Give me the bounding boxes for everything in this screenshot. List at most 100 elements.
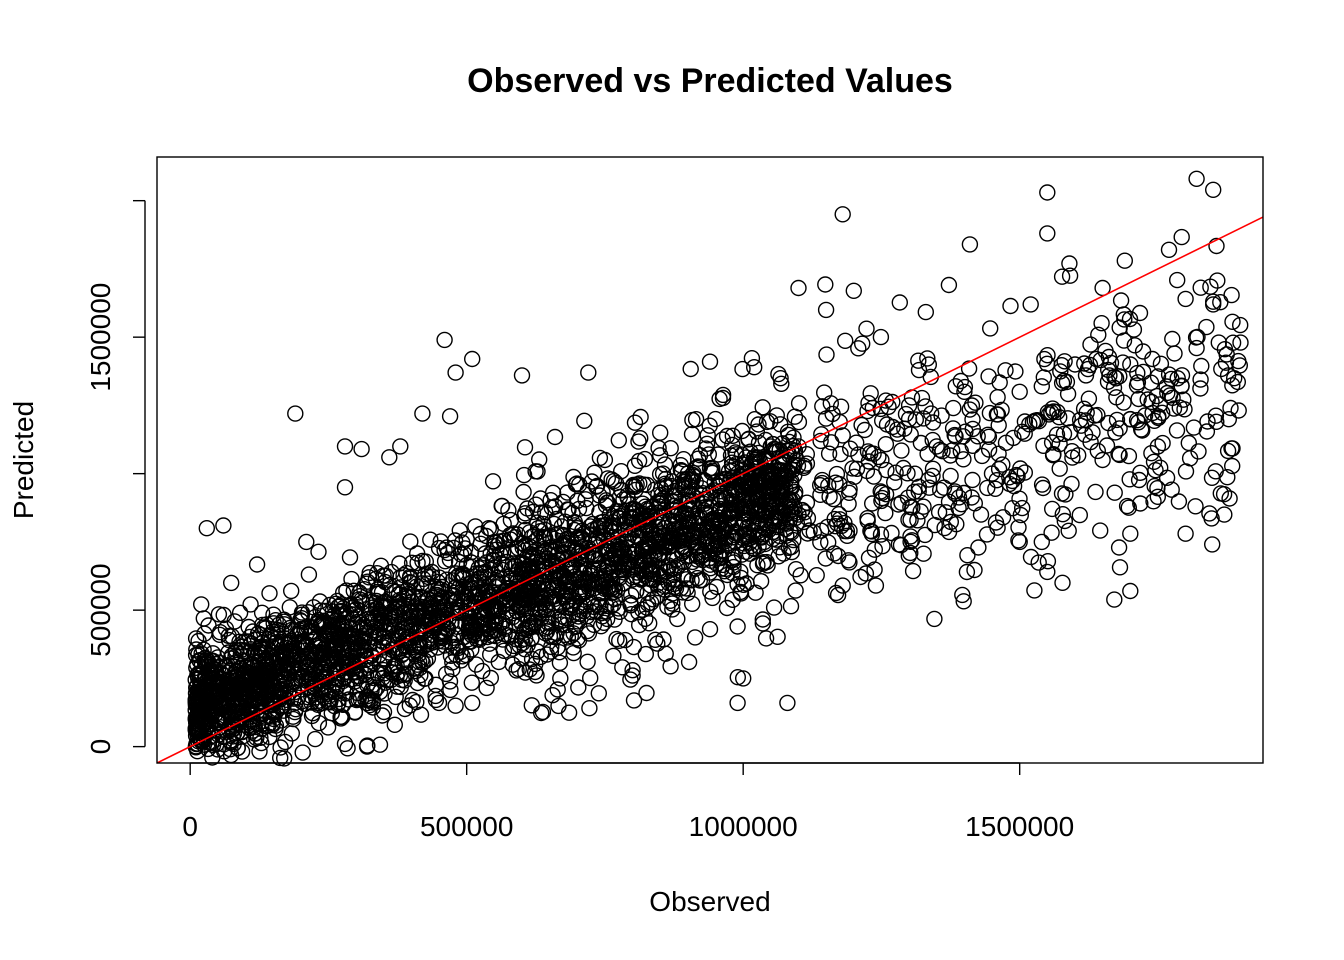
- scatter-point: [1216, 506, 1233, 523]
- scatter-point: [218, 684, 235, 701]
- scatter-point: [430, 580, 447, 597]
- scatter-point: [544, 484, 562, 501]
- scatter-point: [1089, 442, 1107, 460]
- scatter-point: [666, 482, 683, 500]
- scatter-point: [631, 616, 648, 634]
- scatter-point: [608, 630, 625, 648]
- scatter-point: [392, 569, 409, 586]
- scatter-point: [197, 681, 215, 699]
- scatter-point: [486, 616, 503, 633]
- scatter-point: [358, 575, 376, 592]
- scatter-point: [529, 520, 547, 537]
- scatter-point: [272, 657, 289, 674]
- scatter-point: [812, 534, 829, 551]
- scatter-point: [514, 589, 531, 606]
- x-axis-title: Observed: [649, 886, 770, 917]
- scatter-point: [486, 574, 503, 591]
- scatter-point: [557, 609, 574, 627]
- scatter-point: [746, 449, 763, 466]
- scatter-point: [538, 550, 556, 567]
- scatter-point: [215, 606, 232, 624]
- scatter-point: [560, 704, 578, 721]
- scatter-point: [1061, 267, 1079, 284]
- scatter-point: [982, 320, 999, 337]
- scatter-point: [1143, 393, 1160, 411]
- scatter-point: [490, 653, 507, 671]
- scatter-point: [545, 515, 563, 533]
- scatter-point: [272, 739, 289, 756]
- scatter-point: [625, 692, 643, 709]
- scatter-point: [1169, 370, 1186, 387]
- scatter-point: [714, 389, 732, 407]
- scatter-point: [253, 702, 270, 719]
- scatter-point: [704, 589, 721, 607]
- scatter-point: [1105, 379, 1123, 396]
- scatter-point: [1036, 350, 1053, 368]
- scatter-point: [566, 618, 584, 636]
- scatter-point: [1016, 425, 1033, 442]
- scatter-point: [472, 629, 489, 646]
- scatter-point: [523, 697, 540, 714]
- scatter-point: [356, 619, 373, 636]
- scatter-point: [248, 699, 266, 716]
- scatter-point: [1192, 279, 1209, 296]
- scatter-point: [701, 621, 719, 638]
- scatter-point: [412, 706, 430, 723]
- scatter-point: [375, 629, 392, 646]
- scatter-point: [729, 669, 746, 686]
- scatter-point: [721, 487, 738, 504]
- scatter-point: [1177, 525, 1194, 542]
- scatter-point: [1154, 434, 1171, 452]
- scatter-point: [226, 697, 243, 714]
- scatter-point: [334, 673, 351, 690]
- scatter-point: [1111, 446, 1128, 464]
- scatter-point: [701, 417, 718, 434]
- scatter-point: [387, 688, 404, 706]
- scatter-point: [401, 573, 419, 591]
- scatter-point: [1076, 355, 1093, 372]
- scatter-point: [1099, 373, 1117, 390]
- scatter-point: [1101, 367, 1118, 384]
- scatter-point: [1077, 367, 1095, 384]
- scatter-point: [893, 494, 910, 511]
- scatter-point: [1004, 500, 1021, 517]
- scatter-point: [1203, 510, 1220, 527]
- scatter-point: [662, 533, 680, 550]
- scatter-point: [1130, 390, 1147, 408]
- scatter-point: [1185, 419, 1203, 436]
- scatter-point: [867, 577, 885, 594]
- scatter-point: [265, 677, 282, 695]
- scatter-point: [204, 749, 221, 766]
- scatter-point: [531, 451, 548, 468]
- scatter-point: [732, 569, 750, 587]
- scatter-point: [786, 408, 804, 425]
- scatter-point: [1111, 559, 1129, 576]
- scatter-point: [816, 384, 833, 401]
- scatter-point: [778, 462, 796, 479]
- scatter-point: [1192, 371, 1209, 388]
- scatter-point: [383, 606, 400, 623]
- scatter-point: [209, 674, 227, 692]
- scatter-point: [891, 294, 908, 311]
- scatter-point: [1122, 410, 1139, 428]
- scatter-point: [502, 511, 520, 529]
- scatter-point: [423, 563, 441, 581]
- x-tick-label: 1500000: [965, 811, 1074, 842]
- scatter-point: [664, 595, 681, 612]
- scatter-point: [413, 602, 430, 620]
- scatter-point: [892, 537, 910, 554]
- scatter-point: [672, 580, 690, 597]
- scatter-point: [242, 596, 259, 613]
- scatter-point: [436, 553, 454, 570]
- scatter-point: [1108, 389, 1125, 406]
- scatter-point: [513, 650, 531, 667]
- scatter-point: [769, 628, 786, 645]
- scatter-point: [347, 596, 365, 613]
- scatter-point: [707, 410, 724, 428]
- scatter-point: [253, 734, 270, 752]
- scatter-point: [978, 526, 996, 543]
- scatter-point: [950, 489, 968, 506]
- scatter-point: [626, 478, 644, 495]
- scatter-point: [699, 427, 716, 444]
- scatter-point: [455, 578, 472, 595]
